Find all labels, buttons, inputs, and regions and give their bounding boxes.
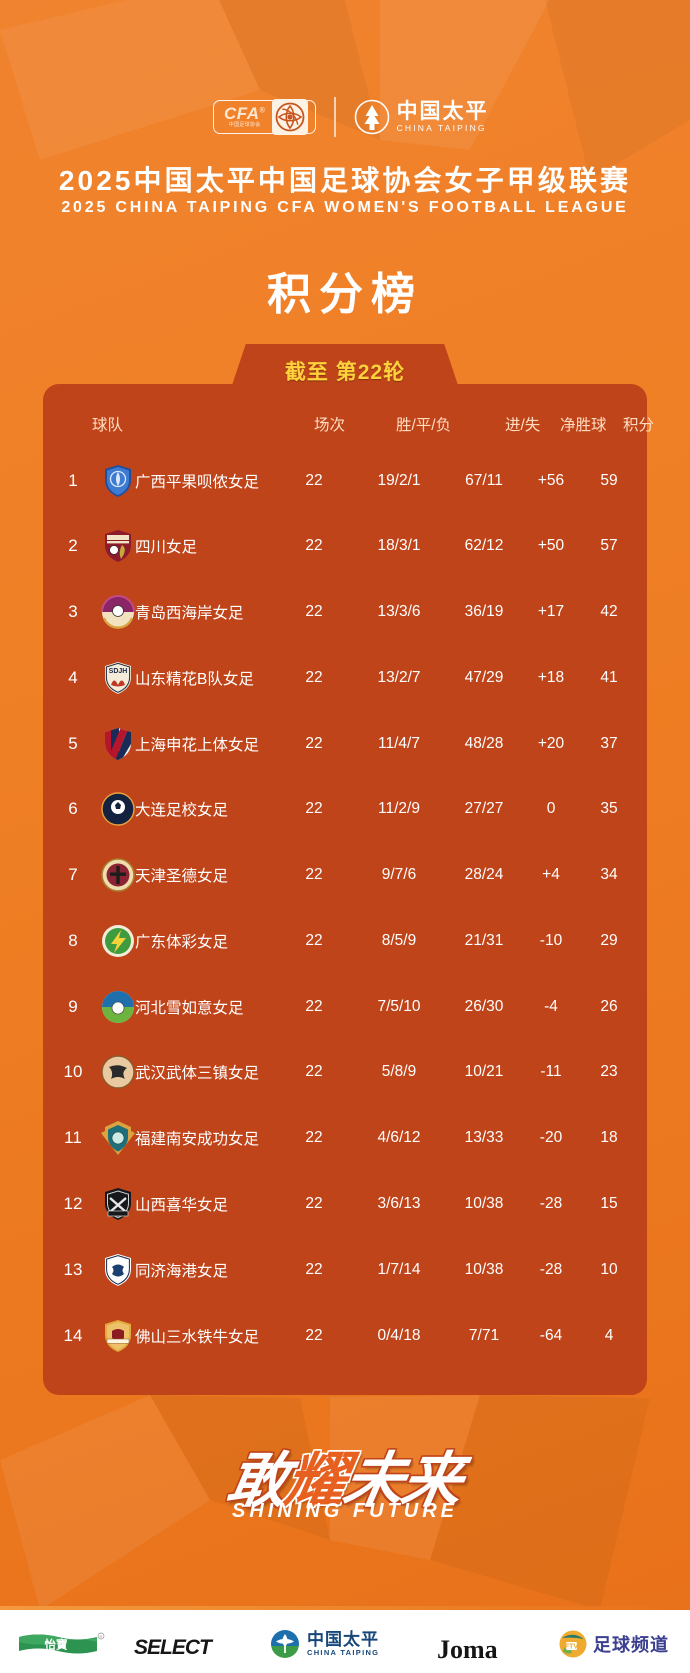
svg-text:R: R: [100, 1634, 103, 1639]
svg-text:FTV: FTV: [565, 1644, 579, 1651]
svg-text:SDJH: SDJH: [109, 668, 128, 675]
svg-text:怡寶: 怡寶: [45, 1638, 68, 1652]
